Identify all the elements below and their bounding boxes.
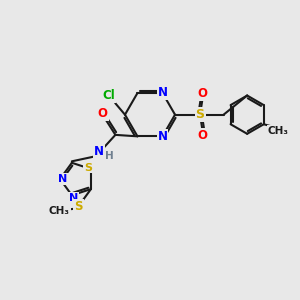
Text: O: O: [197, 87, 207, 100]
Text: N: N: [158, 86, 167, 100]
Text: H: H: [105, 152, 114, 161]
Text: O: O: [98, 107, 108, 120]
Text: O: O: [197, 129, 207, 142]
Text: Cl: Cl: [102, 89, 115, 102]
Text: CH₃: CH₃: [49, 206, 70, 217]
Text: CH₃: CH₃: [268, 126, 289, 136]
Text: S: S: [84, 163, 92, 172]
Text: N: N: [158, 130, 167, 143]
Text: S: S: [74, 200, 83, 213]
Text: N: N: [58, 174, 68, 184]
Text: N: N: [69, 193, 78, 202]
Text: S: S: [196, 108, 205, 121]
Text: N: N: [94, 145, 104, 158]
